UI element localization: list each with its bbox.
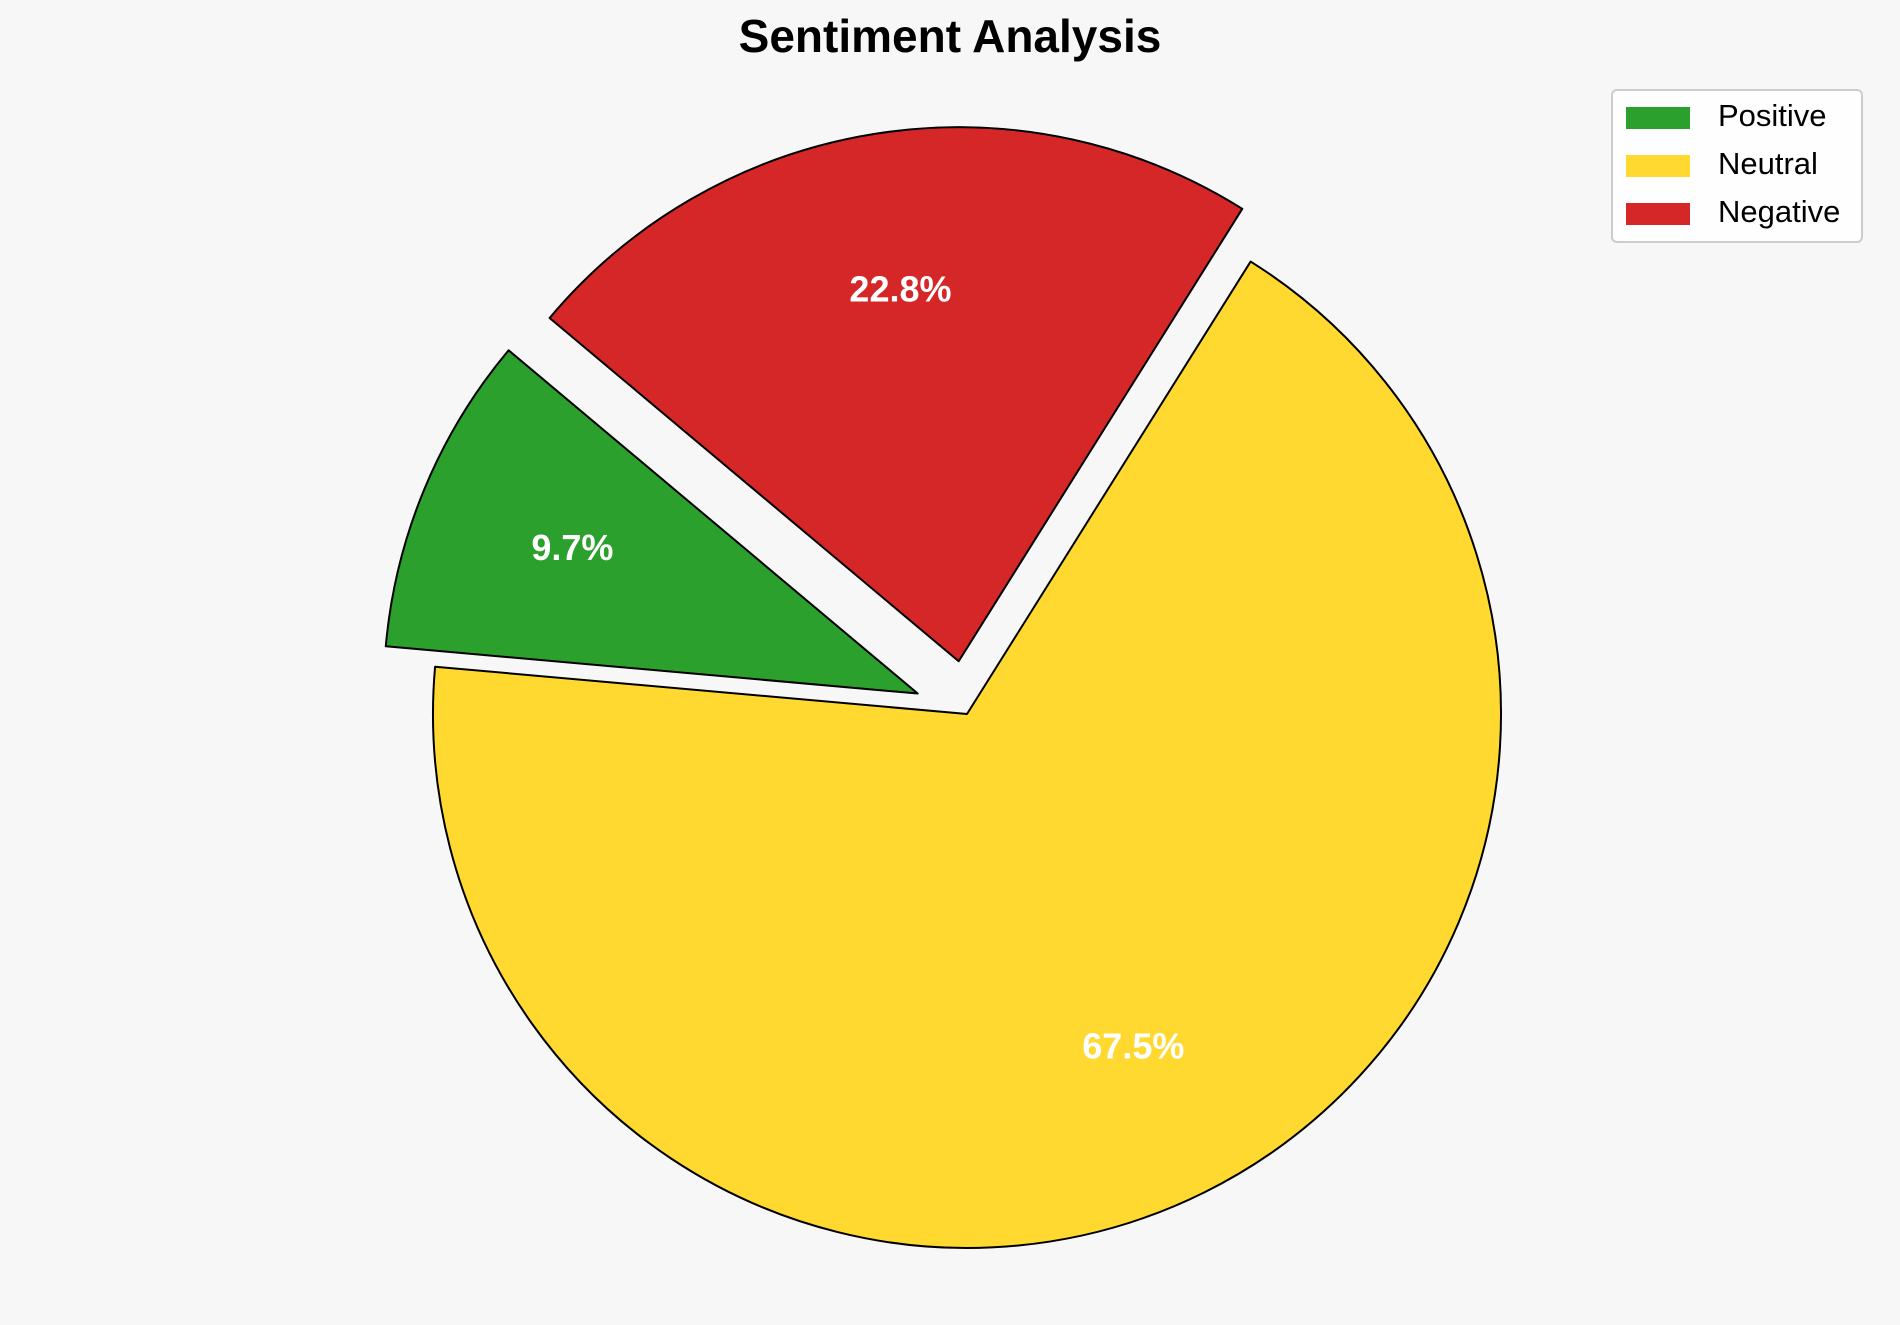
pie-slice xyxy=(548,126,1244,663)
slice-label: 22.8% xyxy=(849,269,951,310)
chart-title: Sentiment Analysis xyxy=(739,10,1162,62)
legend-label: Negative xyxy=(1718,194,1840,229)
pie-labels: 9.7% 67.5% 22.8% xyxy=(531,269,1184,1067)
legend: Positive Neutral Negative xyxy=(1611,89,1863,243)
legend-label: Neutral xyxy=(1718,146,1818,181)
legend-swatch xyxy=(1626,107,1690,129)
legend-swatch xyxy=(1626,203,1690,225)
slice-label: 9.7% xyxy=(531,527,613,568)
pie-slice xyxy=(384,349,919,695)
pie-slice xyxy=(432,260,1502,1249)
legend-label: Positive xyxy=(1718,98,1827,133)
legend-swatch xyxy=(1626,155,1690,177)
slice-label: 67.5% xyxy=(1082,1025,1184,1066)
pie xyxy=(384,126,1502,1249)
